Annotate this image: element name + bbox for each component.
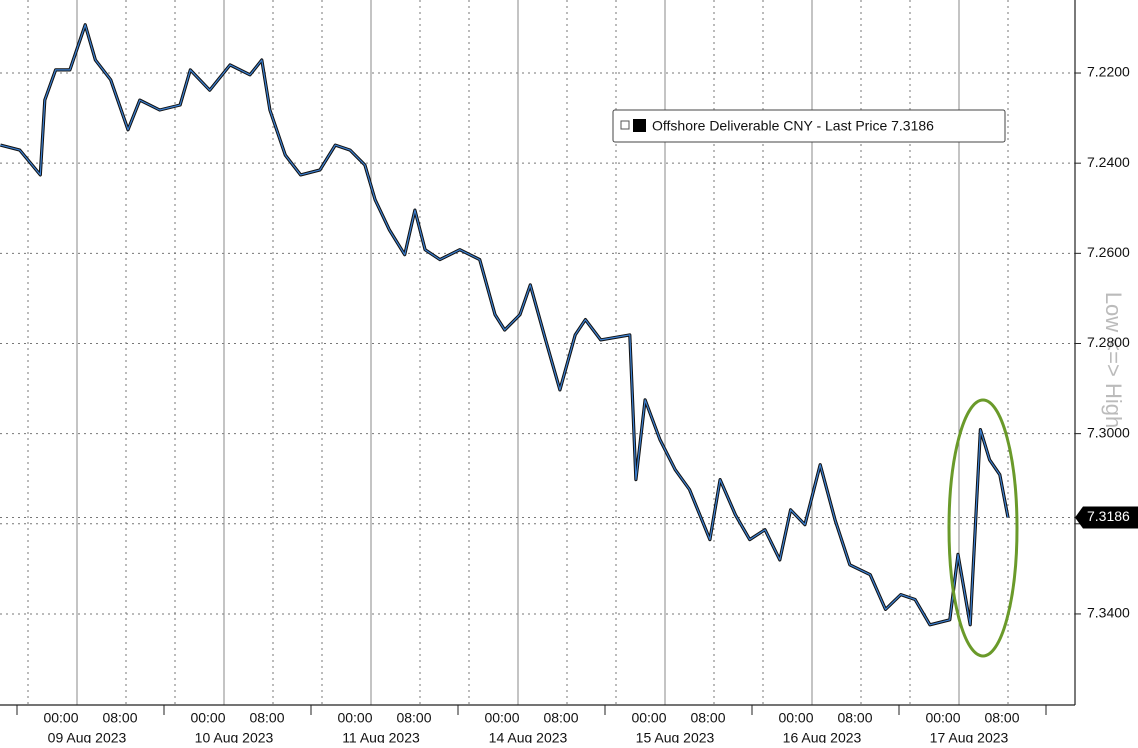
x-tick-label: 00:00 [778, 710, 813, 726]
legend-toggle [620, 120, 630, 130]
x-tick-label: 08:00 [396, 710, 431, 726]
x-tick-label: 00:00 [631, 710, 666, 726]
legend-swatch [633, 119, 646, 132]
y-tick-label: 7.3000 [1087, 424, 1130, 440]
x-tick-label: 00:00 [925, 710, 960, 726]
price-line [0, 24, 1009, 626]
x-tick-date: 10 Aug 2023 [195, 730, 274, 743]
x-tick-label: 00:00 [484, 710, 519, 726]
y-tick-label: 7.2200 [1087, 64, 1130, 80]
y-tick-label: 7.2800 [1087, 334, 1130, 350]
axis-caption: Low <=> High [1101, 292, 1126, 428]
last-price-label: 7.3186 [1087, 508, 1130, 524]
x-tick-date: 15 Aug 2023 [636, 730, 715, 743]
y-tick-label: 7.2600 [1087, 244, 1130, 260]
x-tick-label: 08:00 [249, 710, 284, 726]
last-price: 7.3186 [1075, 506, 1138, 529]
last-price-box [1075, 506, 1138, 529]
x-tick-label: 08:00 [102, 710, 137, 726]
x-tick-date: 17 Aug 2023 [930, 730, 1009, 743]
x-tick-label: 00:00 [190, 710, 225, 726]
x-tick-label: 08:00 [984, 710, 1019, 726]
x-tick-label: 08:00 [543, 710, 578, 726]
x-tick-date: 11 Aug 2023 [342, 730, 420, 743]
legend-label: Offshore Deliverable CNY - Last Price 7.… [652, 118, 934, 134]
legend-box [612, 109, 1006, 143]
x-tick-date: 14 Aug 2023 [489, 730, 568, 743]
x-tick-date: 09 Aug 2023 [48, 730, 127, 743]
x-tick-date: 16 Aug 2023 [783, 730, 862, 743]
x-tick-label: 08:00 [690, 710, 725, 726]
legend: Offshore Deliverable CNY - Last Price 7.… [612, 109, 1006, 143]
y-tick-label: 7.3400 [1087, 605, 1130, 621]
plot [0, 23, 1010, 627]
x-tick-label: 08:00 [837, 710, 872, 726]
highlight-ellipse [947, 398, 1019, 658]
y-tick-label: 7.2400 [1087, 154, 1130, 170]
x-tick-label: 00:00 [337, 710, 372, 726]
x-tick-label: 00:00 [43, 710, 78, 726]
